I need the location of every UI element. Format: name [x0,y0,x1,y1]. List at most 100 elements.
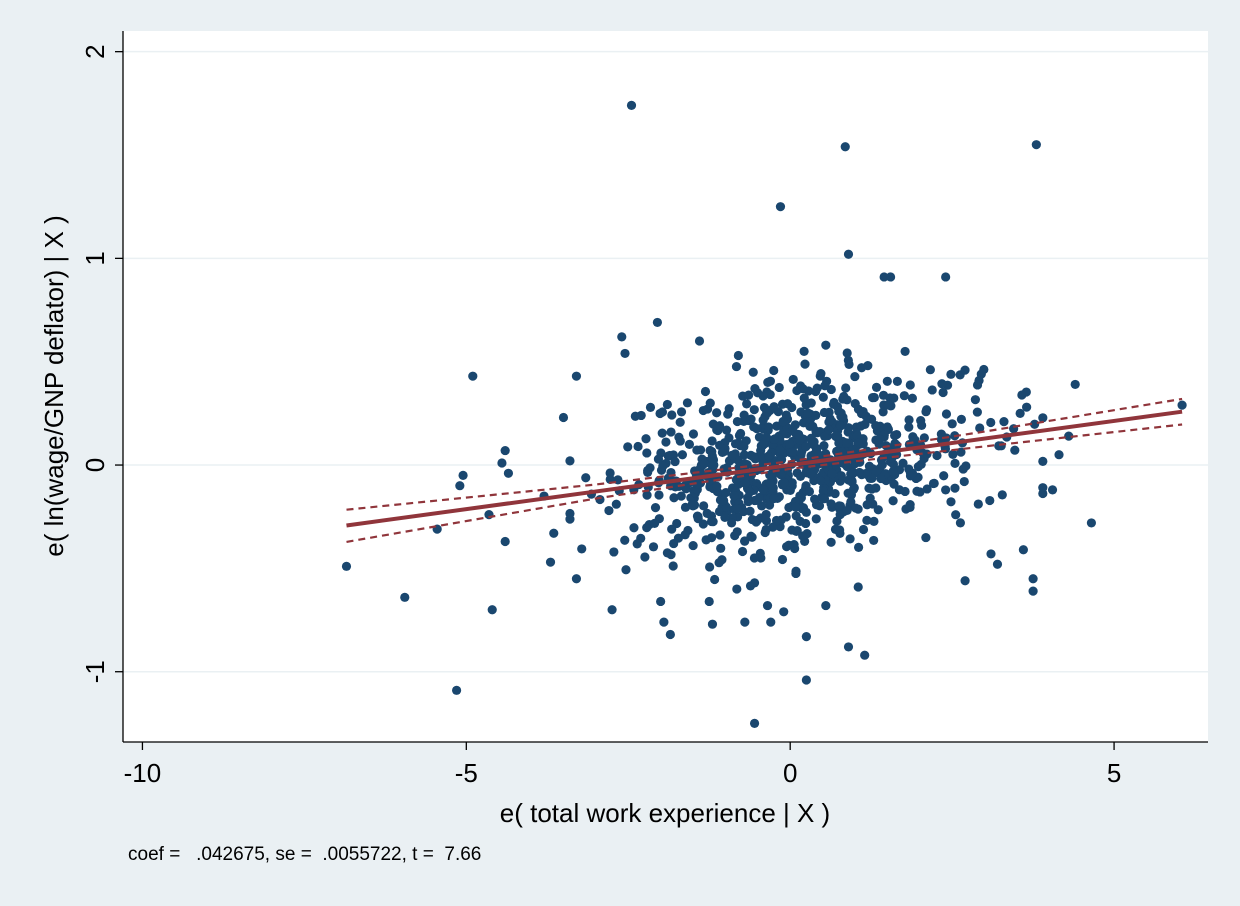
data-point [649,518,660,528]
data-point [819,441,829,451]
data-point [676,407,687,417]
data-point [860,419,870,429]
data-point [740,617,750,627]
data-point [698,405,708,416]
data-point [775,202,786,212]
data-point [769,365,779,376]
data-point [652,317,663,328]
data-point [898,458,908,468]
data-point [688,429,699,439]
data-point [497,458,507,468]
data-point [877,460,887,470]
data-point [680,502,691,512]
data-point [1031,140,1041,150]
data-point [948,449,958,459]
data-point [666,550,676,560]
data-point [841,383,851,393]
data-point [941,409,952,419]
data-point [1070,379,1080,390]
data-point [458,470,468,480]
data-point [545,557,556,567]
data-point [955,518,966,528]
data-point [927,385,937,395]
data-point [905,502,915,512]
data-point [772,421,782,431]
data-point [804,486,815,497]
data-point [721,487,731,498]
data-point [765,478,775,488]
data-point [675,436,685,446]
y-tick-label: -1 [80,660,110,683]
data-point [790,502,801,512]
data-point [958,464,968,474]
data-point [645,402,656,412]
data-point [653,454,664,464]
data-point [661,437,671,447]
data-point [867,484,877,494]
data-point [714,421,725,431]
data-point [642,523,652,533]
data-point [853,582,863,592]
data-point [922,484,932,494]
data-point [704,596,714,607]
data-point [939,471,949,481]
data-point [1018,545,1028,555]
data-point [707,619,718,629]
data-point [500,445,510,456]
data-point [734,430,745,441]
data-point [907,468,918,478]
ci-lower-line [346,423,1183,543]
data-point [834,438,844,448]
data-point [882,422,892,432]
data-point [850,399,860,409]
data-point [779,607,789,617]
data-point [784,439,795,449]
data-point [801,631,811,642]
data-point [818,392,828,402]
data-point [642,448,652,458]
data-point [640,552,650,562]
data-point [1028,574,1038,584]
data-point [712,481,722,491]
data-point [761,432,772,442]
data-point [824,425,834,435]
data-point [808,421,818,431]
data-point [806,469,816,479]
data-point [820,431,830,442]
data-point [746,450,756,461]
data-point [840,142,850,152]
data-point [1038,483,1048,493]
data-point [1038,413,1048,423]
data-point [812,383,822,393]
data-point [825,415,835,426]
data-point [766,617,776,627]
data-point [620,348,630,359]
data-point [765,389,775,400]
data-point [558,412,569,423]
data-point [665,450,675,461]
data-point [852,431,862,441]
data-point [976,369,986,379]
data-point [779,477,789,488]
data-point [816,368,826,379]
data-point [717,447,728,457]
data-point [811,410,821,420]
data-point [814,501,825,511]
data-point [916,459,926,469]
data-point [916,416,926,426]
data-point [1022,402,1032,412]
data-point [842,395,852,405]
data-point [710,574,720,585]
data-point [648,542,659,552]
data-point [746,531,756,541]
data-point [801,675,811,685]
data-point [794,435,805,445]
data-point [665,629,675,640]
data-point [867,473,877,483]
data-point [800,359,810,369]
data-point [758,415,768,425]
data-point [620,535,630,545]
data-point [1015,408,1025,418]
x-tick-label: -10 [124,758,162,788]
data-point [1086,518,1097,528]
